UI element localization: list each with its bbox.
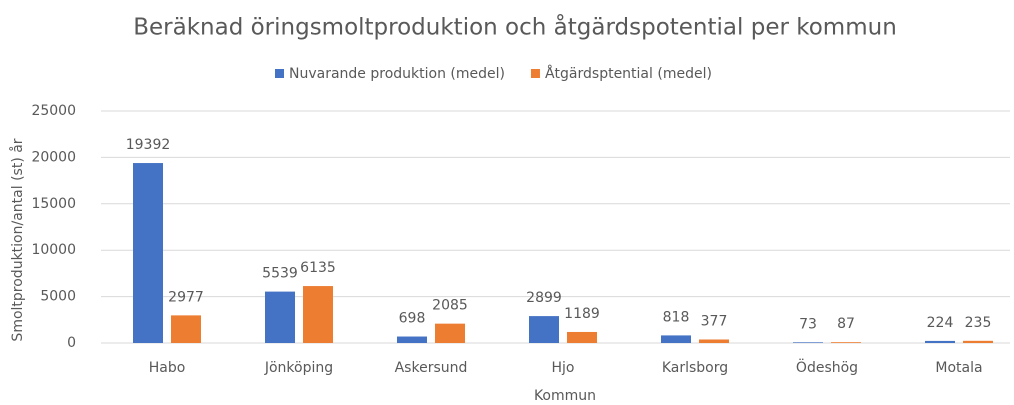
x-tick-label: Ödeshög bbox=[796, 358, 858, 376]
y-tick-label: 15000 bbox=[31, 196, 76, 212]
x-tick-label: Habo bbox=[149, 360, 186, 376]
y-tick-label: 5000 bbox=[40, 289, 76, 305]
data-label: 5539 bbox=[262, 266, 298, 282]
data-label: 224 bbox=[927, 315, 954, 331]
y-tick-label: 20000 bbox=[31, 149, 76, 165]
x-axis-title: Kommun bbox=[534, 388, 596, 404]
legend-label: Nuvarande produktion (medel) bbox=[289, 66, 505, 82]
bar bbox=[529, 316, 559, 343]
data-label: 377 bbox=[701, 314, 728, 330]
data-label: 235 bbox=[965, 315, 992, 331]
x-tick-label: Askersund bbox=[395, 360, 468, 376]
data-label: 73 bbox=[799, 316, 817, 332]
y-axis-title: Smoltproduktion/antal (st) år bbox=[9, 138, 26, 341]
x-tick-label: Jönköping bbox=[264, 360, 333, 376]
legend-label: Åtgärdsptential (medel) bbox=[545, 65, 712, 82]
legend-swatch bbox=[275, 69, 284, 78]
x-tick-label: Karlsborg bbox=[662, 360, 728, 376]
data-label: 818 bbox=[663, 309, 690, 325]
bar bbox=[435, 323, 465, 343]
data-label: 87 bbox=[837, 316, 855, 332]
bar bbox=[171, 315, 201, 343]
bar bbox=[133, 163, 163, 343]
x-tick-label: Hjo bbox=[552, 360, 575, 376]
y-tick-label: 10000 bbox=[31, 242, 76, 258]
y-tick-label: 25000 bbox=[31, 103, 76, 119]
bar bbox=[831, 342, 861, 343]
data-label: 2899 bbox=[526, 290, 562, 306]
data-label: 698 bbox=[399, 311, 426, 327]
bar bbox=[793, 342, 823, 343]
legend-swatch bbox=[530, 69, 540, 78]
data-label: 6135 bbox=[300, 260, 336, 276]
chart-title: Beräknad öringsmoltproduktion och åtgärd… bbox=[133, 13, 897, 41]
data-label: 19392 bbox=[126, 137, 171, 153]
bar bbox=[265, 291, 295, 343]
data-label: 2085 bbox=[432, 298, 468, 314]
x-tick-label: Motala bbox=[935, 360, 982, 376]
bar bbox=[397, 336, 427, 343]
bar bbox=[303, 286, 333, 343]
bar bbox=[661, 335, 691, 343]
y-tick-label: 0 bbox=[67, 335, 76, 351]
bar bbox=[699, 339, 729, 343]
bar bbox=[925, 340, 955, 343]
bar bbox=[963, 340, 993, 343]
data-label: 2977 bbox=[168, 289, 204, 305]
data-label: 1189 bbox=[564, 306, 600, 322]
bar bbox=[567, 331, 597, 343]
